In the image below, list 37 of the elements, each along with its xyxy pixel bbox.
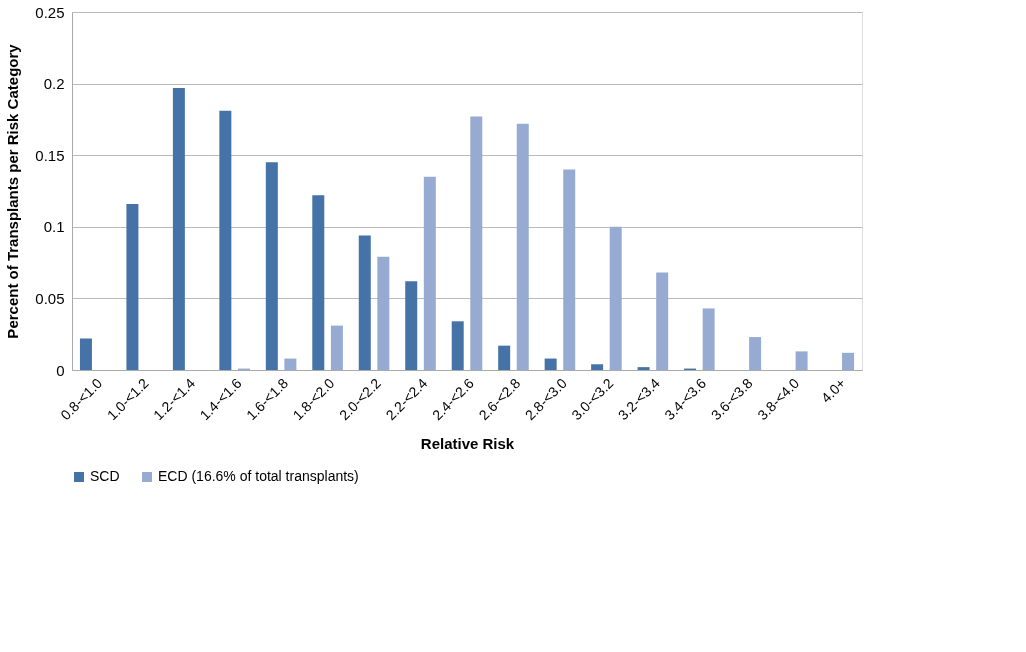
- x-tick-label: 4.0+: [817, 375, 849, 406]
- bar: [265, 162, 278, 370]
- bar: [470, 116, 483, 370]
- legend-label: ECD (16.6% of total transplants): [158, 468, 359, 484]
- bar: [591, 364, 604, 370]
- y-axis-title: Percent of Transplants per Risk Category: [4, 43, 22, 339]
- bar: [795, 351, 808, 370]
- bar: [423, 176, 436, 370]
- bar: [498, 345, 511, 370]
- bar: [219, 110, 232, 370]
- bar: [609, 226, 622, 370]
- y-tick-label: 0.05: [35, 289, 65, 307]
- bar: [312, 195, 325, 370]
- y-tick-label: 0.2: [43, 75, 65, 93]
- bar: [842, 352, 855, 370]
- legend-label: SCD: [90, 468, 120, 484]
- bar: [172, 87, 185, 370]
- bar: [126, 203, 139, 370]
- y-tick-label: 0.1: [43, 218, 65, 236]
- bar: [377, 256, 390, 370]
- bar: [637, 367, 650, 370]
- y-tick-label: 0.25: [35, 3, 65, 21]
- bar: [656, 272, 669, 370]
- bar: [563, 169, 576, 370]
- y-tick-label: 0: [56, 361, 65, 379]
- bar: [405, 281, 418, 370]
- bar: [358, 235, 371, 370]
- bar: [284, 358, 297, 370]
- bar: [79, 338, 92, 370]
- bar: [702, 308, 715, 370]
- bar: [749, 337, 762, 370]
- bar: [451, 321, 464, 370]
- bar: [516, 123, 529, 370]
- bar: [544, 358, 557, 370]
- bar: [330, 325, 343, 370]
- x-axis-title: Relative Risk: [420, 435, 515, 452]
- y-tick-label: 0.15: [35, 146, 65, 164]
